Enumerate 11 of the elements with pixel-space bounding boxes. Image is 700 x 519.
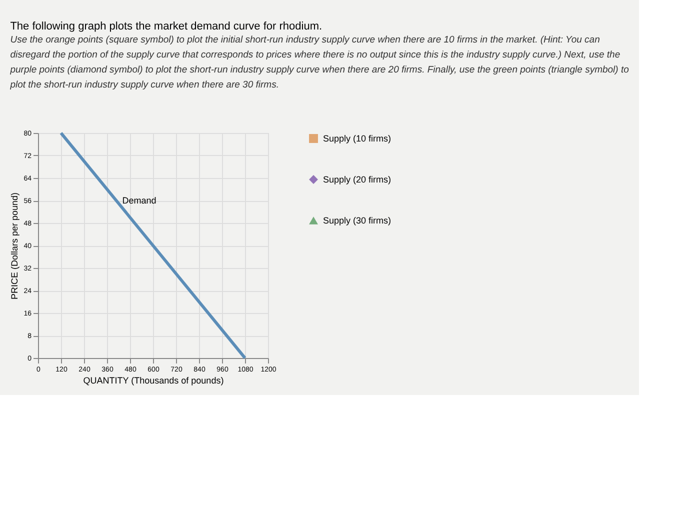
x-axis-title: QUANTITY (Thousands of pounds) — [83, 376, 224, 386]
text: Use the orange points (square symbol) to plot the initial short-run industry supply curve when there are 10 firms in the market. (Hint: You can — [10, 34, 600, 46]
annotation: Demand — [122, 196, 156, 206]
legend-label: Supply (30 firms) — [323, 216, 392, 226]
legend-label: Supply (20 firms) — [323, 174, 392, 184]
y-axis-title: PRICE (Dollars per pound) — [10, 192, 20, 300]
text: disregard the portion of the supply curve that corresponds to prices where there is no output since this is the industry supply curve.) Next, use the — [10, 50, 620, 60]
text: purple points (diamond symbol) to plot the short-run industry supply curve when there are 20 firms. Finally, use the green points (triangle symbol) to — [10, 64, 629, 76]
legend-label: Supply (10 firms) — [323, 134, 392, 144]
text: plot the short-run industry supply curve when there are 30 firms. — [10, 80, 279, 90]
chart-title: The following graph plots the market demand curve for rhodium. — [10, 20, 322, 32]
